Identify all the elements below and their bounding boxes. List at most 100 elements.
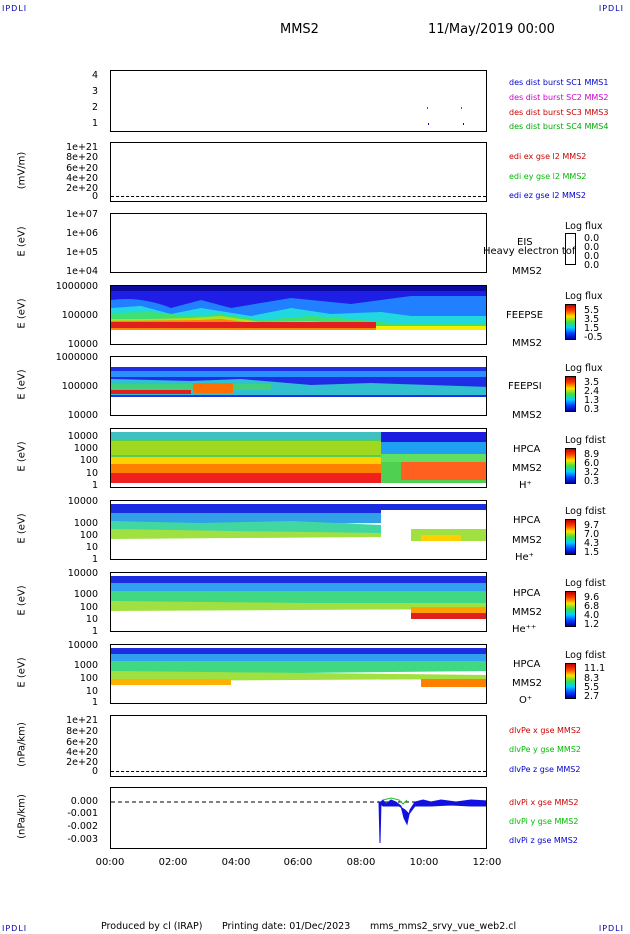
burst-point-mms1-b [463,123,464,125]
p5-ytick-0: 1000000 [55,352,98,363]
p10-legend-x: dlvPe x gse MMS2 [509,726,581,735]
p9-ytick-4: 1 [91,697,98,708]
p4-spectrogram [111,286,486,344]
p6-ion: H⁺ [519,480,532,491]
p5-colorbar [565,376,576,412]
p7-colorbar-title: Log fdist [565,506,606,517]
p11-legend-y: dlvPi y gse MMS2 [509,817,579,826]
footer-filename: mms_mms2_srvy_vue_web2.cl [370,921,517,932]
p9-cb-val-0: 11.1 [584,663,606,674]
p8-ytick-1: 1000 [73,589,98,600]
p8-spacecraft: MMS2 [512,607,542,618]
p11-ytick-0: 0.000 [70,796,98,807]
p9-spacecraft: MMS2 [512,678,542,689]
p3-species: Heavy electron tof [483,246,576,257]
p3-ytick-3: 1e+04 [66,266,98,277]
x-tick-0800: 08:00 [346,857,376,868]
p8-ytick-0: 10000 [67,568,98,579]
panel-eis [110,213,487,273]
x-tick-0000: 00:00 [95,857,125,868]
p4-ytick-1: 100000 [61,310,98,321]
p6-colorbar-title: Log fdist [565,435,606,446]
mission-title: MMS2 [280,22,319,37]
p5-cb-val-2: 1.3 [584,395,600,406]
p11-lineplot [111,797,486,844]
p6-instrument: HPCA [513,444,541,455]
p8-colorbar [565,591,576,627]
p10-ytick-0: 1e+21 [66,715,98,726]
panel-hpca-h [110,428,487,488]
p7-spacecraft: MMS2 [512,535,542,546]
p3-ytick-1: 1e+06 [66,228,98,239]
corner-label-bl: IPDLI [2,924,28,933]
p7-ytick-4: 1 [91,554,98,565]
x-tick-1000: 10:00 [409,857,439,868]
p8-ylabel: E (eV) [16,585,28,616]
p6-ytick-2: 100 [79,455,98,466]
p10-ytick-5: 0 [91,766,98,777]
p1-legend-mms2: des dist burst SC2 MMS2 [509,93,609,102]
p2-ytick-0: 1e+21 [66,142,98,153]
burst-point-mms2-a [427,107,428,109]
p9-ytick-2: 100 [79,673,98,684]
p8-instrument: HPCA [513,588,541,599]
p10-ytick-2: 6e+20 [66,737,98,748]
p2-legend-z: edi ez gse l2 MMS2 [509,191,586,200]
p6-colorbar [565,448,576,484]
p9-colorbar-title: Log fdist [565,650,606,661]
p5-cb-val-3: 0.3 [584,404,600,415]
panel-hpca-hepp [110,572,487,632]
p1-ytick-3: 3 [91,86,98,97]
p10-legend-z: dlvPe z gse MMS2 [509,765,581,774]
p5-instrument: FEEPSI [508,381,542,392]
p4-cb-val-0: 5.5 [584,305,600,316]
p9-cb-val-3: 2.7 [584,691,600,702]
p11-ytick-2: -0.002 [67,821,98,832]
corner-label-tr: IPDLI [598,4,624,13]
p1-ytick-1: 1 [91,118,98,129]
p8-cb-val-0: 9.6 [584,592,600,603]
p5-spacecraft: MMS2 [512,410,542,421]
panel-feepsi [110,356,487,416]
p8-cb-val-2: 4.0 [584,610,600,621]
p2-legend-x: edi ex gse l2 MMS2 [509,152,587,161]
p2-ytick-2: 6e+20 [66,163,98,174]
panel-divpe [110,715,487,777]
p2-ytick-1: 8e+20 [66,152,98,163]
p3-ylabel: E (eV) [16,226,28,257]
p4-spacecraft: MMS2 [512,338,542,349]
p8-cb-val-1: 6.8 [584,601,600,612]
p10-ylabel: (nPa/km) [16,722,28,767]
x-tick-0400: 04:00 [221,857,251,868]
p6-ytick-1: 1000 [73,443,98,454]
p9-ytick-0: 10000 [67,640,98,651]
p2-ytick-4: 2e+20 [66,183,98,194]
p2-zero-line [111,196,486,197]
x-tick-0600: 06:00 [283,857,313,868]
p8-colorbar-title: Log fdist [565,578,606,589]
p4-instrument: FEEPSE [506,310,544,321]
p4-colorbar-title: Log flux [565,291,603,302]
p1-legend-mms4: des dist burst SC4 MMS4 [509,122,609,131]
panel-feepse [110,285,487,345]
burst-point-mms1-a [428,123,429,125]
burst-point-mms2-b [461,107,462,109]
p8-cb-val-3: 1.2 [584,619,600,630]
panel-edi-e [110,142,487,202]
p3-instrument: EIS [517,237,533,248]
x-tick-0200: 02:00 [158,857,188,868]
p6-cb-val-1: 6.0 [584,458,600,469]
p7-spectrogram [111,501,486,559]
p5-ytick-2: 10000 [67,410,98,421]
p7-cb-val-2: 4.3 [584,538,600,549]
p9-colorbar [565,663,576,699]
p1-ytick-4: 4 [91,70,98,81]
panel-divpi [110,787,487,849]
p7-ytick-3: 10 [85,542,98,553]
p6-ytick-0: 10000 [67,431,98,442]
p6-cb-val-0: 8.9 [584,449,600,460]
p6-ylabel: E (eV) [16,441,28,472]
p4-cb-val-2: 1.5 [584,323,600,334]
p3-cb-val-1: 0.0 [584,242,600,253]
p7-cb-val-0: 9.7 [584,520,600,531]
